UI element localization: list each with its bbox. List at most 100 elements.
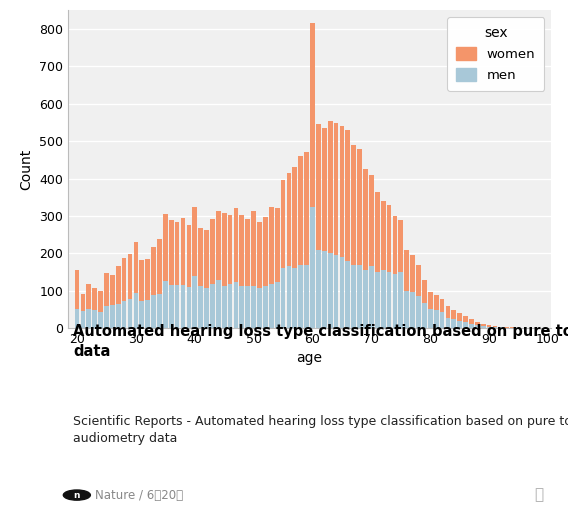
Bar [452, 310, 456, 319]
Bar [399, 272, 403, 328]
Bar [334, 123, 339, 255]
Bar [322, 252, 327, 328]
Bar [375, 272, 379, 328]
Bar [304, 265, 309, 328]
Bar [404, 250, 409, 291]
Bar [492, 326, 498, 327]
Bar [86, 284, 91, 309]
Bar [81, 311, 85, 328]
Bar [334, 255, 339, 328]
Bar [233, 282, 239, 328]
Bar [233, 207, 239, 282]
X-axis label: age: age [296, 352, 323, 366]
Bar [345, 261, 350, 328]
Bar [110, 305, 115, 328]
Bar [263, 217, 268, 286]
Bar [163, 214, 168, 281]
Legend: women, men: women, men [447, 17, 544, 91]
Bar [74, 309, 80, 328]
Bar [457, 313, 462, 321]
Bar [139, 301, 144, 328]
Bar [469, 319, 474, 324]
Bar [369, 175, 374, 266]
Bar [463, 322, 468, 328]
Bar [375, 192, 379, 272]
Bar [133, 242, 138, 293]
Bar [122, 258, 127, 301]
Bar [145, 258, 150, 300]
Bar [216, 211, 220, 280]
Bar [310, 206, 315, 328]
Bar [104, 306, 109, 328]
Bar [216, 280, 220, 328]
Text: n: n [74, 490, 80, 500]
Bar [445, 318, 450, 328]
Bar [487, 326, 491, 327]
Bar [181, 218, 185, 285]
Bar [181, 285, 185, 328]
Bar [369, 266, 374, 328]
Bar [245, 286, 250, 328]
Bar [357, 149, 362, 265]
Bar [504, 327, 509, 328]
Bar [363, 270, 368, 328]
Bar [328, 121, 332, 253]
Bar [151, 246, 156, 295]
Bar [399, 219, 403, 272]
Bar [151, 295, 156, 328]
Bar [316, 124, 321, 250]
Bar [74, 270, 80, 309]
Bar [445, 306, 450, 318]
Bar [198, 286, 203, 328]
Bar [169, 285, 174, 328]
Bar [81, 294, 85, 311]
Bar [93, 288, 97, 310]
Bar [492, 327, 498, 328]
Bar [133, 293, 138, 328]
Bar [304, 152, 309, 265]
Bar [128, 299, 132, 328]
Bar [275, 282, 279, 328]
Bar [316, 250, 321, 328]
Bar [86, 309, 91, 328]
Circle shape [63, 490, 90, 500]
Bar [186, 225, 191, 287]
Bar [193, 206, 197, 276]
Bar [210, 218, 215, 284]
Bar [269, 284, 274, 328]
Bar [186, 287, 191, 328]
Bar [163, 281, 168, 328]
Bar [340, 257, 344, 328]
Bar [193, 276, 197, 328]
Bar [410, 255, 415, 292]
Bar [240, 286, 244, 328]
Bar [410, 292, 415, 328]
Bar [422, 280, 427, 303]
Bar [310, 23, 315, 206]
Bar [463, 316, 468, 322]
Bar [345, 130, 350, 261]
Bar [452, 319, 456, 328]
Bar [240, 215, 244, 286]
Bar [93, 310, 97, 328]
Y-axis label: Count: Count [20, 149, 34, 190]
Bar [298, 265, 303, 328]
Bar [257, 223, 262, 288]
Text: Scientific Reports - Automated hearing loss type classification based on pure to: Scientific Reports - Automated hearing l… [73, 415, 568, 445]
Bar [110, 275, 115, 305]
Bar [257, 288, 262, 328]
Bar [269, 207, 274, 284]
Bar [475, 322, 480, 326]
Bar [357, 265, 362, 328]
Bar [322, 128, 327, 252]
Bar [145, 300, 150, 328]
Bar [116, 304, 120, 328]
Bar [387, 272, 391, 328]
Bar [363, 169, 368, 270]
Bar [210, 284, 215, 328]
Bar [404, 291, 409, 328]
Bar [434, 295, 438, 310]
Bar [457, 321, 462, 328]
Bar [392, 216, 397, 274]
Bar [440, 312, 444, 328]
